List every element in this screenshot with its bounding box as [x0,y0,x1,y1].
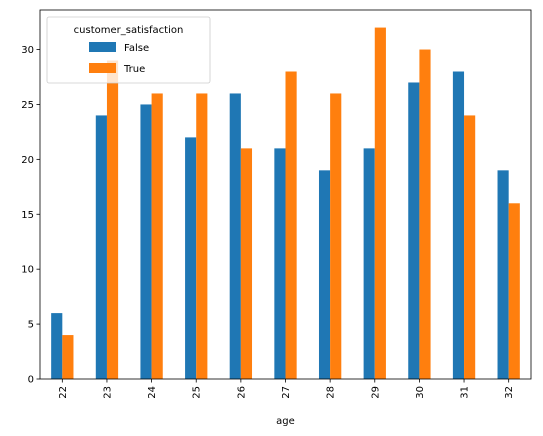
x-axis-label: age [276,416,295,427]
bar-false-24 [140,104,152,380]
bars-layer [51,27,520,380]
bar-false-26 [229,93,241,379]
bar-false-30 [408,82,420,379]
bar-false-25 [185,137,197,379]
bar-true-30 [419,49,431,380]
legend-label-true: True [123,64,145,75]
x-tick-label: 25 [192,386,203,399]
legend-items: False True [89,42,149,75]
x-tick-label: 32 [504,386,515,399]
x-tick-label: 23 [102,386,113,399]
y-tick-label: 5 [28,320,34,331]
legend: customer_satisfaction False True [46,16,211,84]
bar-false-27 [274,148,286,379]
bar-false-32 [497,170,509,379]
legend-swatch-false [89,42,116,52]
x-tick-label: 29 [370,386,381,399]
y-tick-label: 25 [21,100,34,111]
x-tick-label: 24 [147,386,158,399]
legend-swatch-true [89,63,116,73]
bar-false-29 [363,148,375,379]
bar-true-27 [285,71,297,379]
legend-label-false: False [124,43,149,54]
bar-true-24 [151,93,163,379]
x-tick-label: 31 [460,386,471,399]
y-tick-label: 20 [21,155,34,166]
x-tick-label: 27 [281,386,292,399]
bar-true-25 [196,93,208,379]
legend-box [46,16,211,84]
bar-false-31 [452,71,465,379]
x-tick-label: 28 [326,386,337,399]
plot-frame [39,9,532,380]
legend-title: customer_satisfaction [74,25,184,36]
x-tick-label: 22 [58,386,69,399]
y-axis: 0 5 10 15 20 25 30 [21,45,40,386]
x-tick-label: 30 [415,386,426,399]
y-tick-label: 30 [21,45,34,56]
bar-false-22 [51,313,63,379]
bar-false-28 [318,170,331,379]
bar-true-23 [106,60,119,380]
y-tick-label: 10 [21,265,34,276]
bar-true-29 [374,27,386,379]
x-tick-label: 26 [236,386,247,399]
y-tick-label: 15 [21,210,34,221]
bar-true-28 [330,93,342,379]
bar-true-22 [62,335,74,379]
bar-true-26 [240,148,253,379]
bar-true-31 [464,115,476,379]
bar-false-23 [95,115,107,379]
bar-true-32 [508,203,520,379]
x-axis: 22 23 24 25 26 27 28 29 30 31 32 [58,379,515,399]
y-tick-label: 0 [28,375,34,386]
